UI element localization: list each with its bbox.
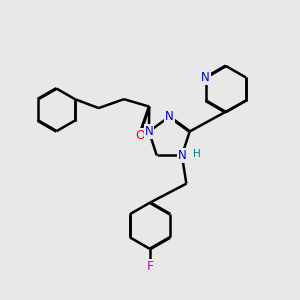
Text: H: H <box>194 149 201 159</box>
Text: N: N <box>178 149 186 162</box>
Text: N: N <box>145 125 153 138</box>
Text: O: O <box>135 129 145 142</box>
Text: F: F <box>146 260 154 273</box>
Text: N: N <box>201 71 210 84</box>
Text: N: N <box>165 110 174 123</box>
Text: N: N <box>178 149 186 162</box>
